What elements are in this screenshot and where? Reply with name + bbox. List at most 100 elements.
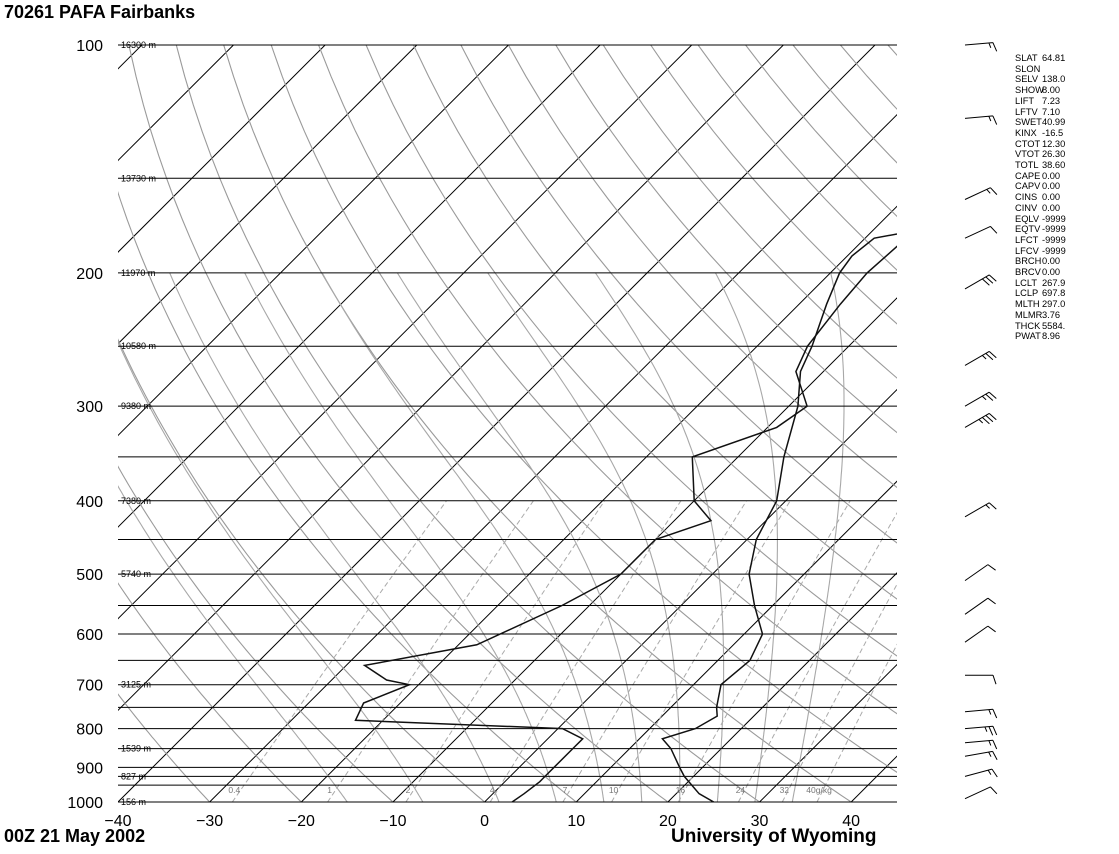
x-tick-label: −20 [288,813,315,830]
index-value: 64.81 [1042,53,1066,63]
mixing-ratio-label: 24 [736,785,746,795]
index-value: 0.00 [1042,170,1061,181]
moist-adiabat-line [487,272,681,802]
moist-adiabat-line [118,340,424,802]
index-name: THCK [1015,320,1041,331]
index-name: SWET [1015,117,1042,128]
index-name: LFCV [1015,245,1039,256]
height-label: 5740 m [121,569,151,579]
isotherm-line [118,45,234,162]
index-name: LCLP [1015,288,1039,299]
height-label: 10580 m [121,341,156,351]
index-row: BRCV 0.00 [1015,267,1066,278]
chart-title: 70261 PAFA Fairbanks [4,2,196,22]
mixing-ratio-label: 7 [563,785,568,795]
stability-indices-panel: SLAT 64.81 SLON SELV 138.0 SHOW 8.00 LIFT 7.23 LF… [1015,53,1066,342]
height-label: 11970 m [121,268,155,278]
wind-barb [964,412,997,428]
index-value: -9999 [1042,245,1066,256]
isotherm-line [118,45,876,802]
dry-adiabat-line [270,45,897,773]
height-label: 156 m [121,797,146,807]
wind-barb [965,674,997,685]
dry-adiabat-line [318,45,897,715]
index-row: LCLP 697.8 [1015,288,1066,299]
isotherm-line [118,45,693,620]
index-name: LIFT [1015,95,1035,106]
x-tick-label: 10 [567,813,585,830]
isotherm-line [209,113,897,802]
index-value: 40.99 [1042,117,1066,128]
dry-adiabat-line [118,693,211,802]
mixing-ratio-line [677,500,851,802]
index-name: SLON [1015,63,1041,74]
index-value: 8.00 [1042,85,1061,96]
mixing-ratio-line [816,643,897,802]
wind-barb [964,42,998,52]
wind-barb [964,115,998,125]
index-value: 7.10 [1042,106,1061,117]
index-value: -9999 [1042,234,1066,245]
index-value: -9999 [1042,213,1066,224]
dry-adiabat-line [460,45,897,544]
index-value: -9999 [1042,224,1066,235]
dry-adiabat-line [839,45,897,110]
wind-barb [964,597,996,615]
index-row: TOTL 38.60 [1015,160,1066,171]
index-row: CINV 0.00 [1015,203,1066,214]
index-name: CINV [1015,202,1038,213]
index-name: MLMR [1015,309,1043,320]
dry-adiabat-line [792,45,897,164]
mixing-ratio-label: 2 [406,785,411,795]
wind-barb [964,502,997,518]
index-row: CAPE 0.00 [1015,171,1066,182]
index-value: 0.00 [1042,202,1061,213]
index-name: LCLT [1015,277,1038,288]
dry-adiabat-line [887,45,897,56]
index-name: CTOT [1015,138,1041,149]
wind-barb [964,739,998,750]
index-row: EQLV -9999 [1015,214,1066,225]
dry-adiabat-line [118,582,303,802]
height-label: 16300 m [121,40,156,50]
index-row: THCK 5584. [1015,321,1066,332]
index-row: CAPV 0.00 [1015,181,1066,192]
sounding-line [354,245,897,802]
isotherm-line [118,45,418,345]
index-name: VTOT [1015,149,1040,160]
index-row: KINX -16.5 [1015,128,1066,139]
dry-adiabat-line [602,45,897,379]
pressure-label: 700 [76,678,103,695]
dry-adiabat-line [413,45,897,600]
index-row: LFTV 7.10 [1015,107,1066,118]
pressure-label: 500 [76,567,103,584]
sounding-line [661,233,897,802]
index-value: 5584. [1042,320,1066,331]
mixing-ratio-label: 1 [327,785,332,795]
index-value: -16.5 [1042,127,1064,138]
mixing-ratio-label: 40g/kg [806,785,832,795]
wind-barb [964,725,998,736]
index-row: MLMR 3.76 [1015,310,1066,321]
isotherm-line [392,297,897,802]
moist-adiabat-line [321,272,605,802]
pressure-label: 1000 [67,795,103,812]
index-value: 38.60 [1042,160,1066,171]
mixing-ratio-line [781,583,897,802]
pressure-label: 400 [76,494,103,511]
index-row: SHOW 8.00 [1015,85,1066,96]
moist-adiabat-line [244,272,557,802]
x-tick-label: 30 [751,813,769,830]
moist-adiabat-line [118,485,348,802]
isotherm-line [759,663,897,802]
dry-adiabat-line [118,465,394,802]
index-name: CAPE [1015,170,1041,181]
index-name: EQTV [1015,224,1041,235]
index-name: BRCV [1015,267,1041,278]
x-tick-label: −40 [104,813,131,830]
dry-adiabat-line [118,338,486,802]
pressure-label: 100 [76,38,103,55]
isotherm-line [575,480,897,802]
dry-adiabat-line [365,45,897,657]
